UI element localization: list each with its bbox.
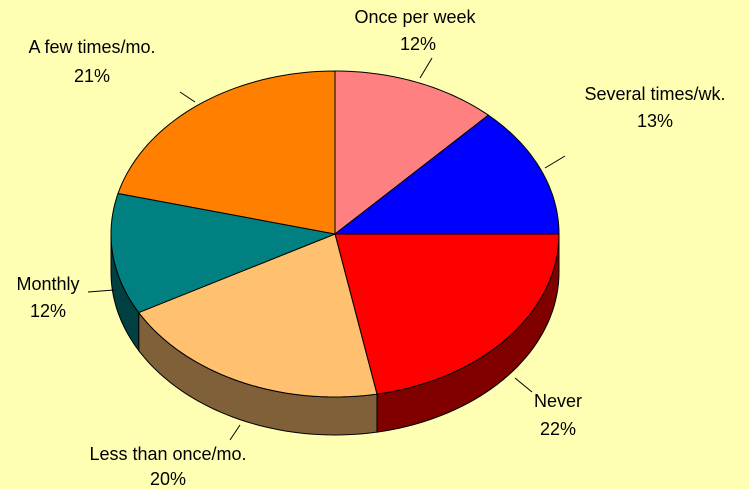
- pie-slice: [137, 233, 378, 398]
- leader-line: [179, 91, 196, 103]
- pie-slice: [333, 114, 560, 235]
- slice-value-label: 21%: [74, 66, 110, 86]
- pie-slice: [117, 70, 336, 235]
- pie-slice: [334, 233, 560, 395]
- slice-label: Once per week: [354, 7, 476, 27]
- slice-value-label: 20%: [150, 469, 186, 489]
- slice-label: Several times/wk.: [584, 84, 725, 104]
- pie-slice: [110, 192, 337, 314]
- leader-line: [87, 289, 115, 293]
- slice-value-label: 12%: [30, 301, 66, 321]
- slice-value-label: 22%: [540, 419, 576, 439]
- leader-line: [544, 155, 566, 169]
- slice-label: Never: [534, 391, 582, 411]
- slice-label: A few times/mo.: [28, 37, 155, 57]
- slice-label: Monthly: [16, 274, 79, 294]
- leader-line: [419, 57, 433, 79]
- slice-label: Less than once/mo.: [89, 444, 246, 464]
- slice-value-label: 12%: [400, 34, 436, 54]
- leader-line: [229, 424, 241, 441]
- slice-value-label: 13%: [637, 111, 673, 131]
- leader-line: [514, 377, 533, 393]
- pie-slice: [334, 70, 490, 236]
